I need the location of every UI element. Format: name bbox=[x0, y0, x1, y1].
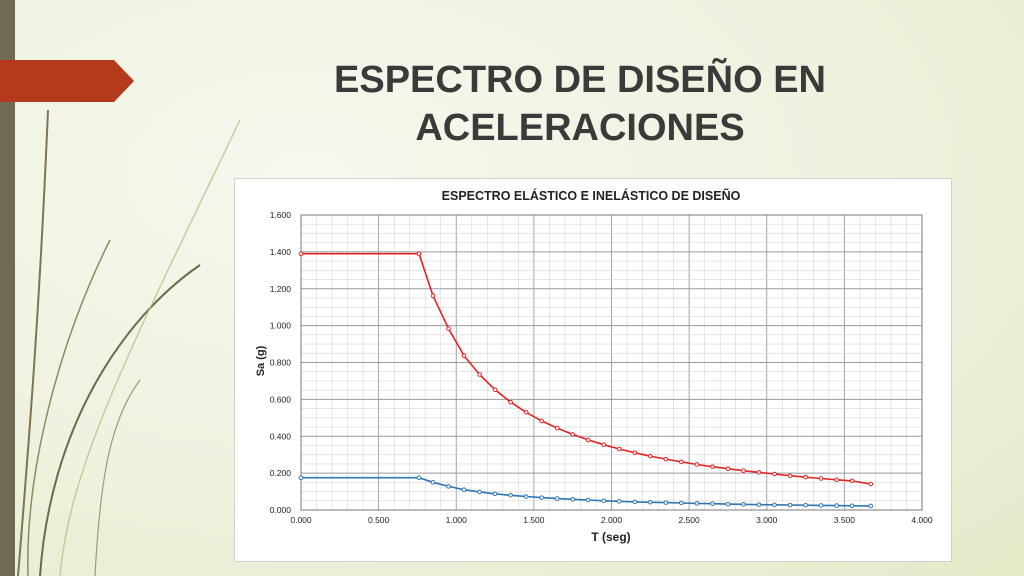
y-tick-label: 0.800 bbox=[270, 358, 292, 368]
decorative-grass-lines bbox=[17, 109, 241, 576]
series-0-point bbox=[787, 473, 793, 479]
series-1-point bbox=[849, 503, 855, 509]
series-1-point bbox=[570, 497, 575, 502]
series-1-point bbox=[554, 496, 560, 501]
y-tick-label: 1.600 bbox=[270, 210, 292, 220]
series-0-point bbox=[539, 418, 544, 424]
axis-ticks: 0.000 0.500 1.000 1.500 2.000 2.500 3.000 3.500… bbox=[270, 210, 933, 525]
x-axis-label: T (seg) bbox=[591, 530, 630, 544]
series-1-point bbox=[818, 503, 824, 508]
series-1-point bbox=[663, 500, 669, 505]
plot-area-border bbox=[300, 214, 923, 511]
y-tick-label: 0.400 bbox=[270, 431, 292, 441]
series-0-point bbox=[446, 326, 451, 331]
y-tick-label: 0.600 bbox=[270, 394, 292, 404]
series-1-point bbox=[868, 503, 874, 509]
series-1-point bbox=[756, 502, 762, 507]
chart-grid bbox=[300, 214, 923, 511]
series-0-point bbox=[616, 446, 622, 452]
series-0-point bbox=[492, 387, 498, 393]
y-tick-label: 0.000 bbox=[270, 505, 292, 515]
series-1-point bbox=[446, 484, 451, 489]
series-1-point bbox=[585, 497, 591, 503]
series-1-point bbox=[694, 501, 700, 506]
series-0-point bbox=[601, 442, 607, 448]
series-1-point bbox=[725, 501, 731, 507]
x-tick-label: 0.500 bbox=[368, 515, 390, 525]
series-0-point bbox=[772, 471, 777, 477]
series-1-point bbox=[430, 480, 436, 485]
series-1-point bbox=[477, 489, 482, 495]
series-1-point bbox=[710, 501, 715, 507]
title-accent-arrow bbox=[0, 60, 134, 102]
series-0-point bbox=[523, 409, 529, 415]
series-1-point bbox=[298, 475, 304, 481]
x-tick-label: 3.500 bbox=[834, 515, 856, 525]
series-1-point bbox=[787, 502, 793, 508]
series-0-point bbox=[868, 481, 874, 487]
series-0-point bbox=[834, 477, 839, 483]
series-0-point bbox=[632, 450, 638, 455]
y-tick-label: 1.400 bbox=[270, 247, 292, 257]
series-1-point bbox=[523, 494, 529, 499]
series-1-point bbox=[834, 503, 839, 508]
series-0-point bbox=[554, 425, 560, 431]
series-0-point bbox=[416, 251, 422, 257]
series-1-point bbox=[508, 492, 513, 498]
series-0-point bbox=[477, 372, 482, 377]
series-1-point bbox=[601, 498, 607, 504]
y-axis-label: Sa (g) bbox=[255, 345, 267, 376]
series-1-point bbox=[741, 501, 746, 507]
series-0-point bbox=[694, 462, 700, 467]
x-tick-label: 4.000 bbox=[911, 515, 933, 525]
series-0-point bbox=[430, 293, 436, 299]
x-tick-label: 1.500 bbox=[523, 515, 545, 525]
series-0-point bbox=[570, 432, 575, 437]
series-0-point bbox=[710, 464, 715, 469]
series-0-point bbox=[585, 437, 591, 443]
series-line-0 bbox=[301, 252, 871, 485]
left-accent-bar bbox=[0, 0, 15, 576]
chart-title: ESPECTRO ELÁSTICO E INELÁSTICO DE DISEÑO bbox=[442, 188, 741, 203]
chart-frame: ESPECTRO ELÁSTICO E INELÁSTICO DE DISEÑO… bbox=[234, 178, 952, 562]
y-tick-label: 1.200 bbox=[270, 284, 292, 294]
series-1-point bbox=[539, 495, 544, 500]
series-0-point bbox=[461, 353, 467, 358]
series-1-point bbox=[772, 502, 777, 508]
x-tick-label: 2.000 bbox=[601, 515, 623, 525]
series-0-point bbox=[298, 251, 304, 257]
series-1-point bbox=[679, 500, 684, 506]
series-1-point bbox=[461, 487, 467, 493]
y-tick-label: 0.200 bbox=[270, 468, 292, 478]
series-1-point bbox=[416, 475, 422, 481]
spectrum-chart: ESPECTRO ELÁSTICO E INELÁSTICO DE DISEÑO… bbox=[255, 188, 933, 544]
series-0-point bbox=[741, 468, 746, 474]
x-tick-label: 3.000 bbox=[756, 515, 778, 525]
series-0-point bbox=[818, 476, 824, 481]
series-1-point bbox=[803, 502, 808, 508]
series-0-point bbox=[725, 466, 731, 472]
series-0-point bbox=[756, 470, 762, 475]
series-0-point bbox=[803, 474, 808, 480]
series-1-point bbox=[648, 499, 653, 505]
series-0-point bbox=[648, 453, 653, 459]
series-1-point bbox=[632, 499, 638, 505]
x-tick-label: 1.000 bbox=[446, 515, 468, 525]
series-0-point bbox=[849, 478, 855, 484]
series-1-point bbox=[492, 491, 498, 497]
series-0-point bbox=[663, 456, 669, 462]
series-0-point bbox=[508, 399, 513, 405]
slide-title: ESPECTRO DE DISEÑO EN ACELERACIONES bbox=[334, 59, 826, 149]
chart-series bbox=[298, 251, 874, 509]
series-1-point bbox=[616, 499, 622, 504]
x-tick-label: 2.500 bbox=[678, 515, 700, 525]
x-tick-label: 0.000 bbox=[290, 515, 312, 525]
series-0-point bbox=[679, 459, 684, 465]
y-tick-label: 1.000 bbox=[270, 321, 292, 331]
